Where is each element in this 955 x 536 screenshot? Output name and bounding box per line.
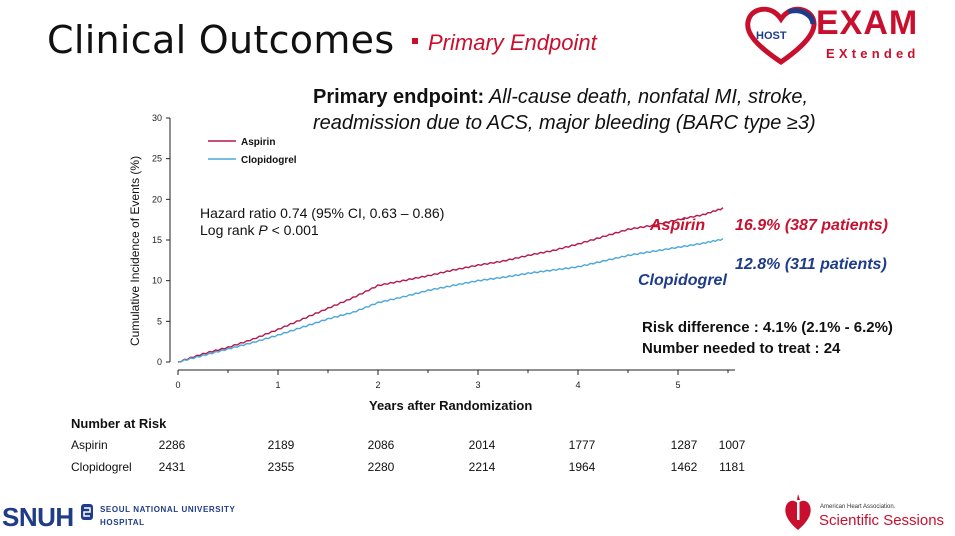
- log-rank-suffix: < 0.001: [267, 222, 319, 238]
- logo-host-text: HOST: [756, 30, 787, 42]
- x-tick-label: 2: [375, 380, 380, 390]
- host-exam-logo: HOST EXAM EXtended: [744, 4, 949, 72]
- y-tick-label: 15: [152, 235, 162, 245]
- legend-label: Aspirin: [241, 137, 275, 148]
- endpoint-bold: Primary endpoint:: [313, 86, 485, 108]
- y-tick-label: 5: [157, 316, 162, 326]
- aspirin-percentage: 16.9% (387 patients): [735, 217, 888, 234]
- chart-curves: [177, 207, 724, 363]
- snuh-emblem-icon: [81, 504, 93, 520]
- risk-table-cell: 2086: [367, 438, 395, 452]
- risk-table-cell: 2355: [267, 460, 295, 474]
- snuh-logo-text: SNUH: [2, 502, 74, 532]
- x-axis-label: Years after Randomization: [369, 398, 533, 413]
- endpoint-description: Primary endpoint: All-cause death, nonfa…: [313, 84, 816, 136]
- risk-table-title: Number at Risk: [71, 416, 167, 431]
- subtitle-text: Primary Endpoint: [428, 30, 597, 55]
- number-needed-to-treat: Number needed to treat : 24: [642, 340, 841, 357]
- y-tick-label: 25: [152, 154, 162, 164]
- risk-table-cell: 2431: [158, 460, 186, 474]
- risk-row-label-aspirin: Aspirin: [71, 438, 108, 452]
- risk-table-cell: 2189: [267, 438, 295, 452]
- risk-table-cell: 2280: [367, 460, 395, 474]
- y-tick-label: 30: [152, 113, 162, 123]
- aspirin-curve: [177, 207, 724, 363]
- clopidogrel-curve-label: Clopidogrel: [638, 272, 727, 289]
- chart-legend: Aspirin Clopidogrel: [208, 137, 297, 166]
- y-tick-label: 20: [152, 194, 162, 204]
- x-tick-label: 4: [575, 380, 580, 390]
- risk-difference: Risk difference : 4.1% (2.1% - 6.2%): [642, 319, 893, 336]
- endpoint-line1: All-cause death, nonfatal MI, stroke,: [488, 86, 809, 108]
- y-tick-label: 0: [157, 357, 162, 367]
- clopidogrel-curve: [177, 238, 724, 363]
- risk-table-cell: 1462: [670, 460, 698, 474]
- slide-title: Clinical Outcomes: [47, 18, 395, 62]
- risk-table-cell: 1287: [670, 438, 698, 452]
- chart-axes: 0 5 10 15 20 25 30 0 1 2 3 4 5: [152, 113, 735, 390]
- risk-table-cell: 2214: [468, 460, 496, 474]
- slide-subtitle: Primary Endpoint: [412, 30, 597, 56]
- legend-label: Clopidogrel: [241, 155, 297, 166]
- y-axis-label: Cumulative Incidence of Events (%): [128, 155, 142, 346]
- aha-logo: American Heart Association. Scientific S…: [783, 490, 953, 534]
- risk-table-cell: 1964: [568, 460, 596, 474]
- risk-table-cell: 1777: [568, 438, 596, 452]
- log-rank-p: P: [258, 222, 268, 238]
- risk-table-cell: 1007: [718, 438, 746, 452]
- hazard-ratio: Hazard ratio 0.74 (95% CI, 0.63 – 0.86): [200, 205, 445, 221]
- log-rank: Log rank P < 0.001: [200, 222, 319, 238]
- x-tick-label: 3: [475, 380, 480, 390]
- x-tick-label: 1: [275, 380, 280, 390]
- risk-table-cell: 2286: [158, 438, 186, 452]
- x-tick-label: 5: [675, 380, 680, 390]
- snuh-name-line2: HOSPITAL: [100, 518, 145, 527]
- logo-extended-text: EXtended: [826, 46, 920, 61]
- aha-scientific-sessions: Scientific Sessions: [819, 512, 945, 529]
- bullet-icon: [412, 38, 418, 45]
- log-rank-prefix: Log rank: [200, 222, 259, 238]
- endpoint-line2: readmission due to ACS, major bleeding (…: [313, 112, 816, 134]
- risk-table-cell: 2014: [468, 438, 496, 452]
- heart-logo-icon: [745, 6, 817, 66]
- y-tick-label: 10: [152, 276, 162, 286]
- aha-heart-torch-icon: [785, 494, 811, 530]
- risk-row-label-clopidogrel: Clopidogrel: [71, 460, 132, 474]
- x-tick-label: 0: [175, 380, 180, 390]
- aspirin-curve-label: Aspirin: [650, 217, 706, 234]
- logo-exam-text: EXAM: [816, 4, 919, 42]
- snuh-name-line1: SEOUL NATIONAL UNIVERSITY: [100, 505, 236, 514]
- aha-small-text: American Heart Association.: [820, 504, 896, 510]
- risk-table-cell: 1181: [719, 460, 745, 474]
- clopidogrel-percentage: 12.8% (311 patients): [735, 256, 887, 273]
